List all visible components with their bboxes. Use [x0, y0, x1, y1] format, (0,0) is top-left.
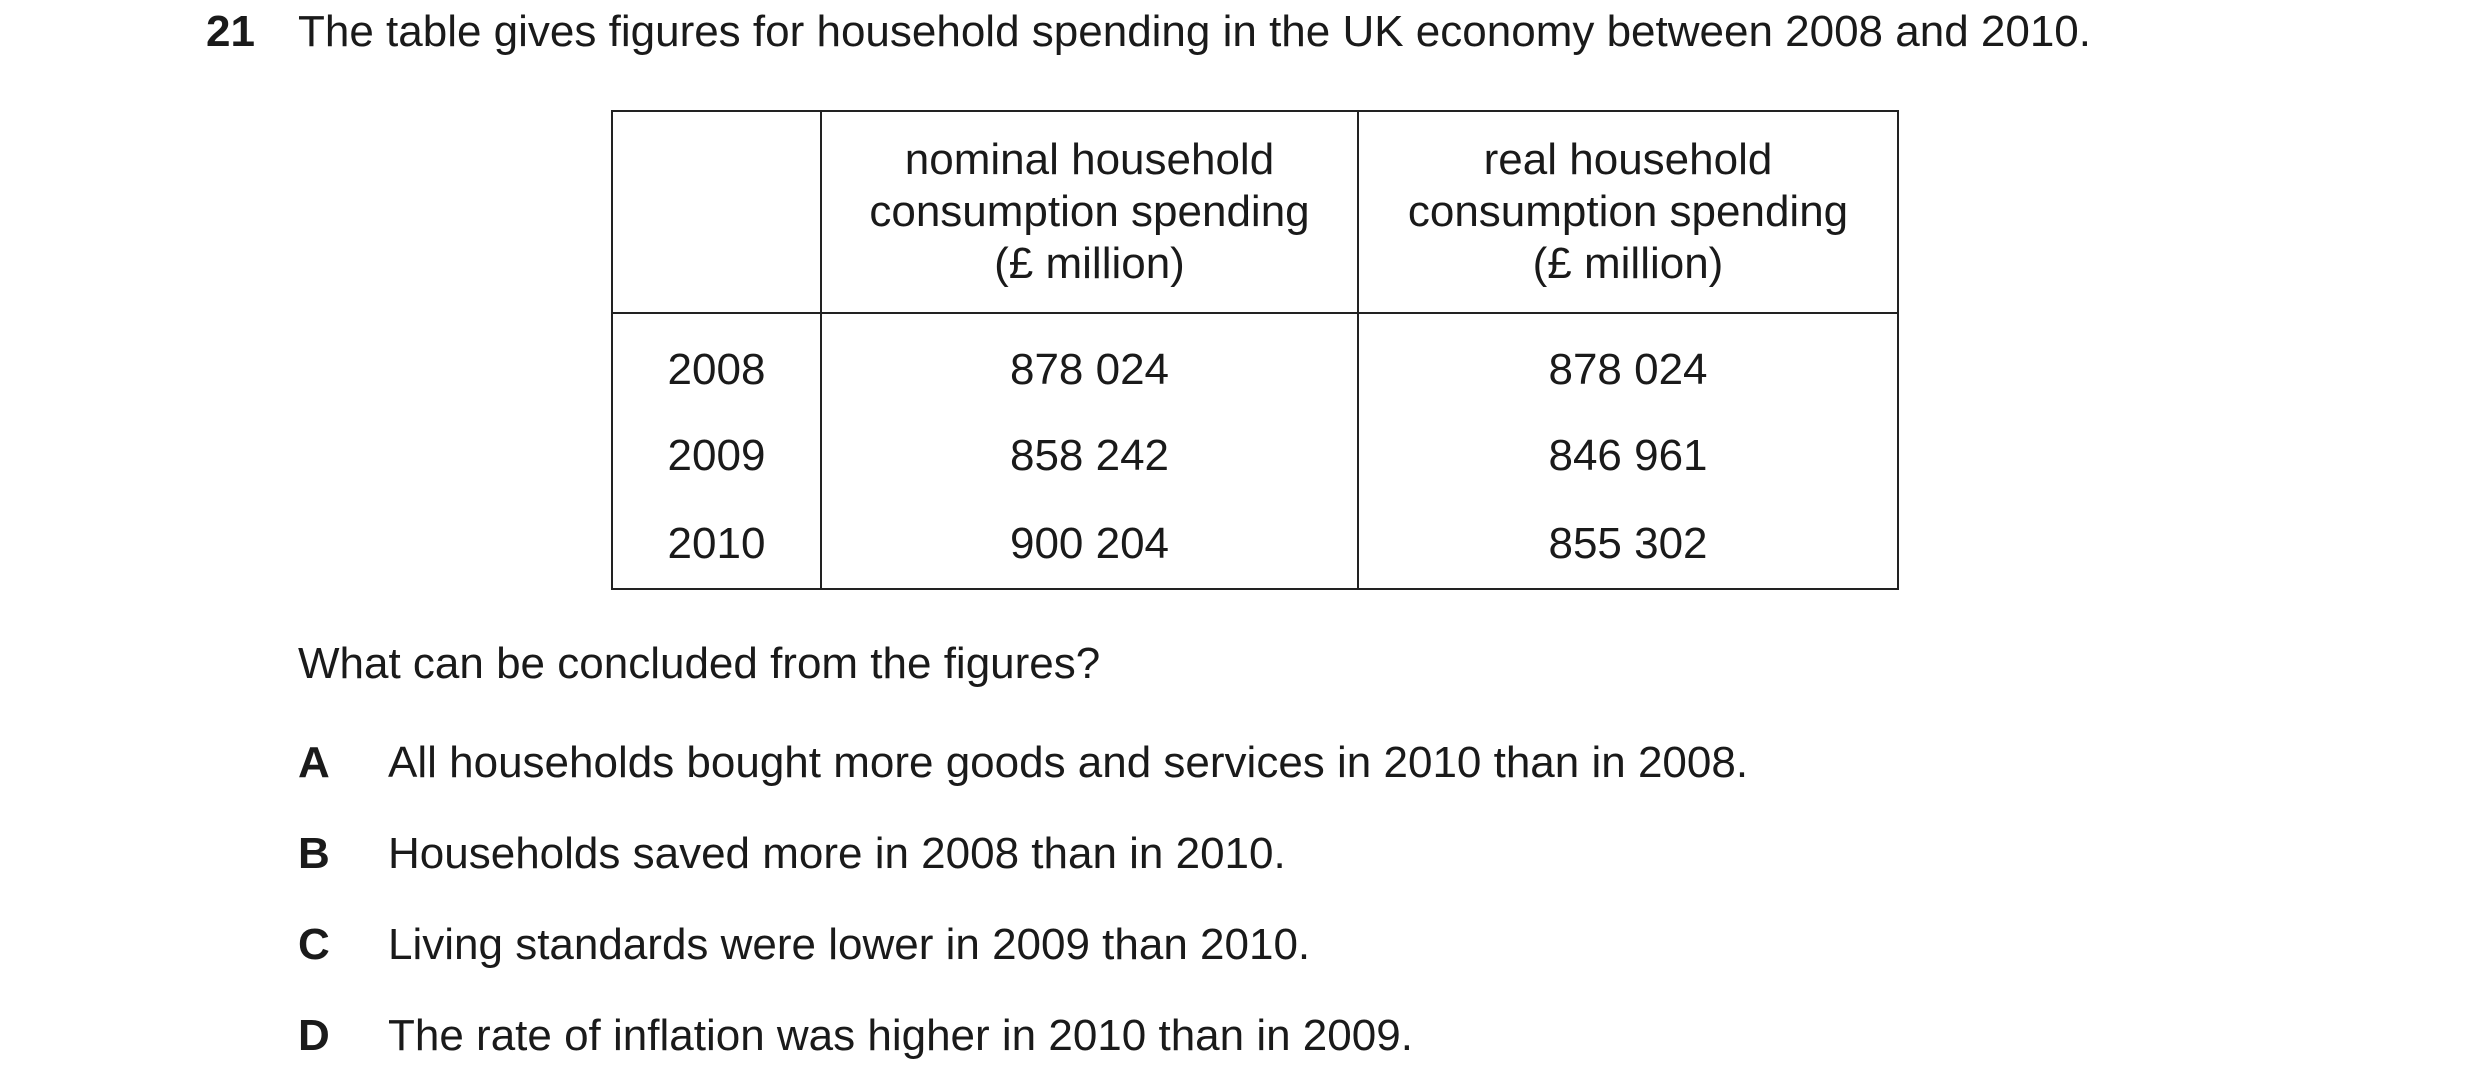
- option-letter: C: [298, 920, 330, 969]
- option-b[interactable]: B Households saved more in 2008 than in 2…: [298, 828, 1286, 880]
- question-number: 21: [206, 7, 255, 56]
- cell-nominal: 878 024: [820, 313, 1359, 412]
- header-real-line: real household: [1483, 135, 1773, 184]
- option-text: All households bought more goods and ser…: [388, 738, 1749, 787]
- option-text: Living standards were lower in 2009 than…: [388, 920, 1311, 969]
- option-text: The rate of inflation was higher in 2010…: [388, 1011, 1413, 1060]
- header-nominal-line: nominal household: [904, 135, 1275, 184]
- option-c[interactable]: C Living standards were lower in 2009 tha…: [298, 919, 1310, 971]
- cell-year: 2010: [611, 500, 822, 590]
- header-real: real household consumption spending (£ m…: [1357, 110, 1899, 314]
- cell-real: 878 024: [1357, 313, 1899, 412]
- table-row: 2008 878 024 878 024: [611, 313, 1899, 412]
- question-stem: The table gives figures for household sp…: [298, 7, 2091, 56]
- option-letter: D: [298, 1011, 330, 1060]
- header-nominal-line: (£ million): [994, 239, 1185, 288]
- cell-nominal: 858 242: [820, 412, 1359, 500]
- option-letter: A: [298, 738, 330, 787]
- option-d[interactable]: D The rate of inflation was higher in 201…: [298, 1010, 1413, 1062]
- option-a[interactable]: A All households bought more goods and se…: [298, 737, 1748, 789]
- header-nominal-line: consumption spending: [869, 187, 1310, 236]
- header-year: [611, 110, 822, 314]
- header-real-line: (£ million): [1532, 239, 1724, 288]
- option-letter: B: [298, 829, 330, 878]
- option-text: Households saved more in 2008 than in 20…: [388, 829, 1286, 878]
- header-nominal: nominal household consumption spending (…: [820, 110, 1359, 314]
- spending-table: nominal household consumption spending (…: [611, 110, 1899, 590]
- header-real-line: consumption spending: [1407, 187, 1849, 236]
- table-row: 2010 900 204 855 302: [611, 500, 1899, 590]
- table-row: 2009 858 242 846 961: [611, 412, 1899, 500]
- table-header-row: nominal household consumption spending (…: [611, 110, 1899, 314]
- cell-year: 2009: [611, 412, 822, 500]
- cell-nominal: 900 204: [820, 500, 1359, 590]
- cell-real: 855 302: [1357, 500, 1899, 590]
- question-prompt: What can be concluded from the figures?: [298, 639, 1101, 688]
- cell-year: 2008: [611, 313, 822, 412]
- cell-real: 846 961: [1357, 412, 1899, 500]
